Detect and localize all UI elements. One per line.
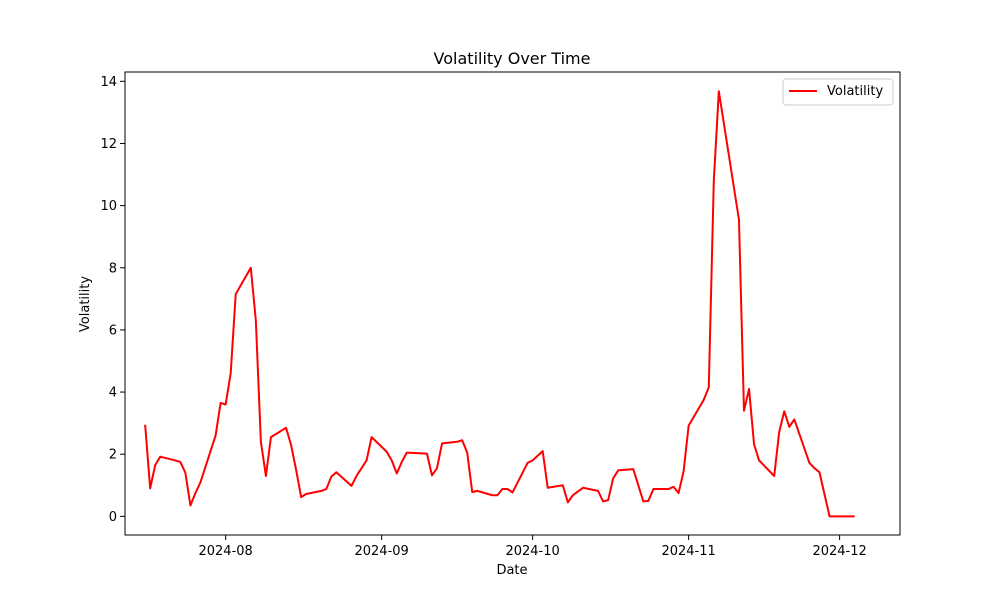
y-tick-label: 2	[109, 448, 117, 463]
x-tick-label: 2024-12	[812, 544, 866, 559]
series-line-volatility	[144, 90, 855, 518]
plot-area	[124, 71, 901, 536]
chart-title: Volatility Over Time	[434, 49, 591, 68]
y-tick-label: 0	[109, 510, 117, 525]
legend-box	[782, 78, 894, 106]
y-tick-label: 8	[109, 261, 117, 276]
plot-frame	[124, 71, 901, 536]
x-axis-label: Date	[496, 563, 527, 578]
y-tick-label: 12	[100, 137, 117, 152]
y-tick-label: 4	[109, 386, 117, 401]
x-tick-label: 2024-08	[198, 544, 252, 559]
y-tick-label: 6	[109, 323, 117, 338]
y-axis-label: Volatility	[78, 276, 93, 332]
x-tick-label: 2024-09	[354, 544, 408, 559]
x-tick-label: 2024-11	[661, 544, 715, 559]
legend: Volatility	[782, 78, 894, 106]
y-tick-label: 10	[100, 199, 117, 214]
x-axis: 2024-08 2024-09 2024-10 2024-11 2024-12	[198, 535, 867, 559]
y-axis: 0 2 4 6 8 10 12 14	[100, 75, 125, 525]
y-tick-label: 14	[100, 75, 117, 90]
legend-label: Volatility	[827, 84, 883, 99]
x-tick-label: 2024-10	[505, 544, 559, 559]
